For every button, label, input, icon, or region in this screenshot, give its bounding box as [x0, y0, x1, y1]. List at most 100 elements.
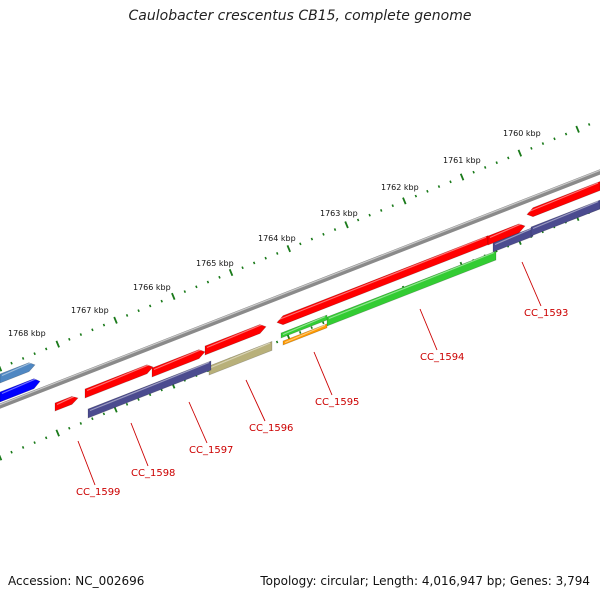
minor-tick [356, 218, 360, 222]
connector-cc-1595 [313, 351, 333, 396]
gene-feature-cc-1595-overlap-highlight [284, 324, 326, 344]
minor-tick [183, 290, 187, 294]
minor-tick [195, 285, 198, 289]
minor-tick [68, 426, 71, 430]
kbp-labels: 1760 kbp 1761 kbp 1762 kbp 1763 kbp 1764… [8, 129, 541, 338]
minor-tick [275, 340, 279, 344]
gene-feature-cc-1598 [87, 360, 212, 419]
cds-feature [526, 181, 600, 218]
accession-text: Accession: NC_002696 [8, 574, 145, 588]
minor-tick [380, 209, 383, 212]
gene-label-cc-1593: CC_1593 [524, 308, 568, 319]
major-tick [171, 292, 176, 300]
major-tick [113, 316, 118, 324]
gene-feature [0, 362, 36, 384]
minor-tick [148, 304, 152, 308]
minor-tick [483, 166, 487, 169]
minor-tick [322, 321, 325, 325]
minor-tick [125, 402, 129, 406]
gene-label-cc-1595: CC_1595 [315, 397, 359, 408]
gene-feature-highlight [1, 361, 34, 377]
kbp-label: 1764 kbp [258, 234, 296, 243]
minor-tick [10, 450, 13, 454]
gene-feature-cc-1595-highlight [282, 315, 326, 336]
minor-tick [102, 412, 106, 416]
major-tick [55, 429, 60, 437]
minor-tick [299, 242, 302, 246]
gene-feature-cc-1594 [326, 250, 497, 327]
cds-feature-highlight [56, 394, 77, 406]
connector-cc-1598 [130, 422, 149, 467]
feature-track [0, 181, 600, 419]
minor-tick [241, 266, 244, 270]
outer-tick-ring [0, 123, 591, 372]
minor-tick [587, 123, 591, 126]
minor-tick [10, 361, 13, 365]
minor-tick [45, 347, 48, 351]
gene-label-cc-1596: CC_1596 [249, 423, 293, 434]
minor-tick [276, 251, 279, 255]
minor-tick [44, 436, 48, 440]
gene-labels: CC_1593 CC_1594 CC_1595 CC_1596 CC_1597 … [76, 308, 568, 498]
kbp-label: 1766 kbp [133, 283, 171, 292]
major-tick [575, 125, 580, 133]
cds-feature-highlight [153, 348, 204, 371]
minor-tick [21, 446, 25, 449]
map-title: Caulobacter crescentus CB15, complete ge… [128, 8, 472, 24]
minor-tick [530, 146, 533, 150]
cds-feature [276, 235, 489, 326]
minor-tick [541, 142, 545, 145]
gene-feature-cc-1594-highlight [328, 251, 495, 320]
minor-tick [495, 161, 498, 165]
major-tick [0, 454, 3, 461]
kbp-label: 1768 kbp [8, 329, 46, 338]
minor-tick [449, 180, 452, 184]
major-tick [286, 245, 291, 253]
minor-tick [206, 280, 210, 284]
gene-feature-cc-1595 [280, 314, 328, 339]
connector-cc-1596 [245, 379, 266, 422]
major-tick [517, 149, 523, 157]
major-tick [228, 268, 234, 277]
cds-feature [84, 364, 154, 399]
minor-tick [148, 393, 152, 397]
kbp-label: 1760 kbp [503, 129, 541, 138]
major-tick [402, 197, 407, 205]
minor-tick [322, 232, 325, 236]
kbp-label: 1761 kbp [443, 156, 481, 165]
minor-tick [102, 323, 106, 327]
connector-cc-1593 [521, 261, 542, 307]
gene-label-cc-1599: CC_1599 [76, 487, 120, 498]
minor-tick [426, 189, 429, 193]
minor-tick [137, 398, 140, 401]
cds-feature-highlight [206, 323, 265, 349]
minor-tick [137, 309, 140, 313]
cds-feature-highlight [86, 363, 152, 392]
genome-backbone [0, 169, 600, 409]
minor-tick [91, 328, 94, 332]
kbp-label: 1762 kbp [381, 183, 419, 192]
minor-tick [252, 261, 256, 265]
major-tick [459, 173, 465, 181]
gene-feature [530, 199, 600, 237]
gene-feature-cc-1593 [492, 226, 534, 253]
kbp-label: 1765 kbp [196, 259, 234, 268]
gene-feature-cc-1596-highlight [210, 342, 271, 369]
minor-tick [160, 299, 163, 303]
minor-tick [507, 156, 510, 160]
minor-tick [21, 357, 25, 360]
cds-feature-highlight [489, 222, 524, 239]
cds-feature-highlight [278, 236, 487, 321]
gene-feature-highlight [532, 201, 599, 230]
connector-cc-1597 [188, 401, 208, 444]
connector-cc-1599 [77, 440, 96, 486]
genome-backbone-highlight [0, 169, 600, 406]
connector-cc-1594 [419, 308, 438, 351]
minor-tick [310, 237, 314, 241]
minor-tick [437, 185, 441, 188]
gene-feature-cc-1593-highlight [494, 228, 532, 246]
minor-tick [218, 275, 221, 279]
minor-tick [564, 132, 568, 136]
gene-label-cc-1594: CC_1594 [420, 352, 464, 363]
